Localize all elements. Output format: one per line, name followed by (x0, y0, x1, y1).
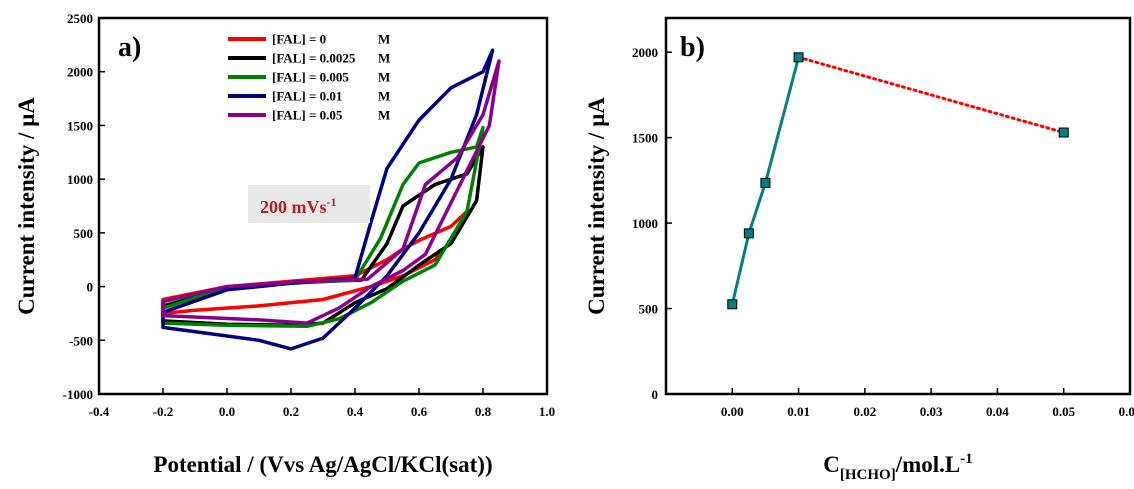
cv-curve-4 (161, 59, 501, 325)
y-tick-label: 0 (87, 280, 94, 295)
scan-rate-value: 200 mVs (260, 197, 327, 217)
x-tick-label: -0.4 (89, 404, 110, 419)
scan-rate-sup: -1 (327, 195, 337, 209)
panel-b: 0.00 0.01 0.02 0.03 0.04 0.05 0.06 0 500 1000 1500… (584, 16, 1134, 483)
panel-b-xlabel-main: C (823, 452, 840, 477)
panel-b-ticks: 0.00 0.01 0.02 0.03 0.04 0.05 0.06 0 500 1000 1500… (632, 45, 1134, 419)
panel-b-ylabel: Current intensity / μA (584, 97, 609, 315)
x-tick-label: 1.0 (539, 404, 555, 419)
x-tick-label: 0.01 (787, 404, 810, 419)
x-tick-label: 0.03 (920, 404, 943, 419)
y-tick-label: 2000 (67, 65, 93, 80)
y-tick-label: 2000 (632, 45, 658, 60)
y-tick-label: -1000 (63, 387, 93, 402)
legend-label-3: [FAL] = 0.01 (272, 89, 342, 104)
panel-b-xlabel-sub: [HCHO] (840, 467, 896, 483)
panel-b-xlabel: C[HCHO]/mol.L-1 (823, 451, 972, 483)
panel-a-legend: [FAL] = 0 M [FAL] = 0.0025 M [FAL] = 0.005 M [… (228, 32, 390, 123)
y-tick-label: 1500 (632, 131, 658, 146)
legend-unit-0: M (378, 32, 390, 47)
legend-unit-4: M (378, 108, 390, 123)
x-tick-label: 0.04 (986, 404, 1009, 419)
panel-b-series (727, 52, 1069, 310)
y-tick-label: 1500 (67, 118, 93, 133)
data-point (760, 177, 771, 188)
data-point (793, 52, 804, 63)
legend-unit-2: M (378, 70, 390, 85)
y-tick-label: -500 (69, 333, 93, 348)
solid-trend-line (730, 56, 801, 305)
x-tick-label: 0.06 (1119, 404, 1134, 419)
x-tick-label: 0.05 (1052, 404, 1075, 419)
x-tick-label: 0.02 (853, 404, 876, 419)
scan-rate-label: 200 mVs-1 (260, 195, 337, 217)
y-tick-label: 1000 (632, 216, 658, 231)
panel-a-series (161, 48, 501, 351)
y-tick-label: 1000 (67, 172, 93, 187)
y-tick-label: 2500 (67, 11, 93, 26)
data-point (727, 299, 738, 310)
data-point (743, 228, 754, 239)
y-tick-label: 500 (639, 302, 659, 317)
cv-curve-3 (161, 48, 495, 351)
dotted-trend-line (797, 55, 1066, 134)
panel-b-xlabel-tail: /mol.L (895, 452, 961, 477)
data-point (1058, 127, 1069, 138)
x-tick-label: -0.2 (153, 404, 174, 419)
legend-unit-3: M (378, 89, 390, 104)
legend-unit-1: M (378, 51, 390, 66)
panel-a: -0.4 -0.2 0.0 0.2 0.4 0.6 0.8 1.0 -1000 -500 0 500 1… (14, 11, 555, 477)
panel-a-xlabel: Potential / (Vvs Ag/AgCl/KCl(sat)) (153, 452, 492, 477)
x-tick-label: 0.00 (721, 404, 744, 419)
panel-a-ylabel: Current intensity / μA (14, 97, 39, 315)
legend-label-2: [FAL] = 0.005 (272, 70, 349, 85)
legend-label-4: [FAL] = 0.05 (272, 108, 343, 123)
panel-b-letter: b) (680, 32, 705, 63)
x-tick-label: 0.4 (347, 404, 364, 419)
scan-rate-box (248, 185, 370, 223)
x-tick-label: 0.2 (283, 404, 299, 419)
x-tick-label: 0.0 (219, 404, 235, 419)
x-tick-label: 0.8 (475, 404, 492, 419)
y-tick-label: 0 (652, 387, 659, 402)
panel-a-ticks: -0.4 -0.2 0.0 0.2 0.4 0.6 0.8 1.0 -1000 -500 0 500 1… (63, 11, 555, 419)
panel-b-xlabel-sup: -1 (960, 451, 973, 467)
legend-label-0: [FAL] = 0 (272, 32, 326, 47)
panel-a-frame (97, 16, 549, 396)
y-tick-label: 500 (74, 226, 94, 241)
x-tick-label: 0.6 (411, 404, 428, 419)
legend-label-1: [FAL] = 0.0025 (272, 51, 356, 66)
panel-b-frame (664, 16, 1132, 396)
panel-a-letter: a) (118, 32, 141, 63)
